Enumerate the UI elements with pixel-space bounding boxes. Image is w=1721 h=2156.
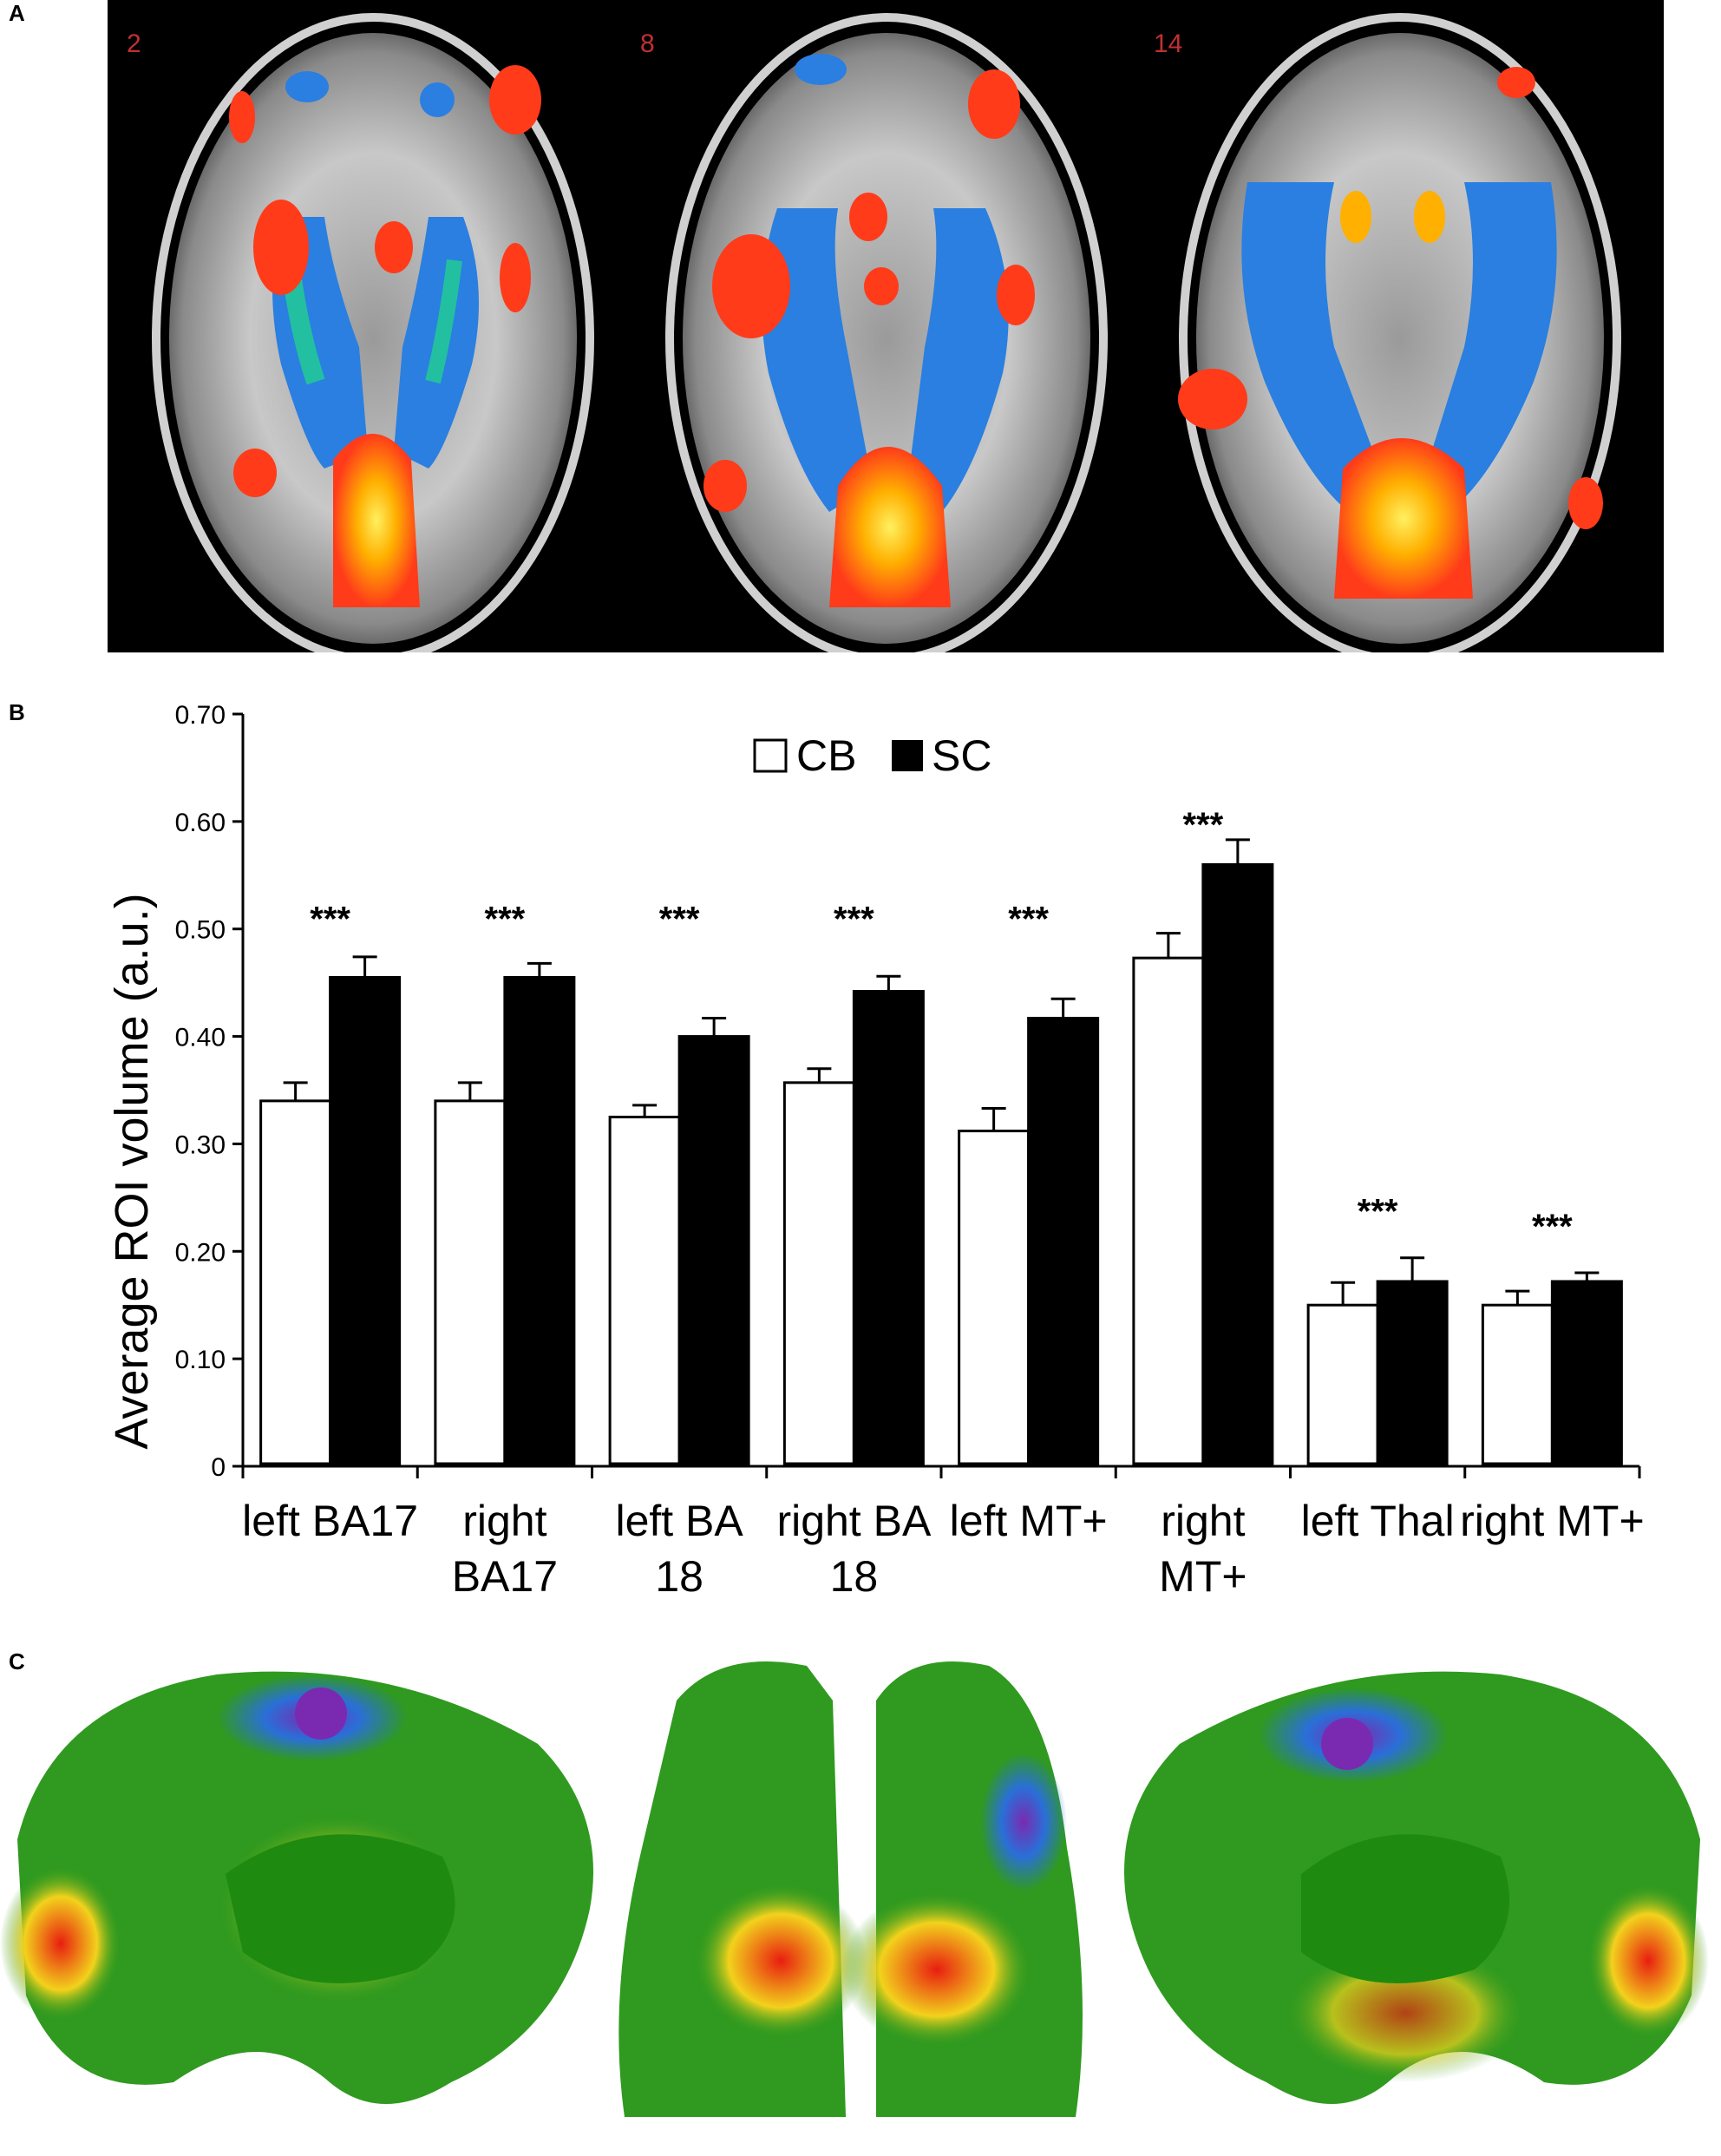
bar-cb: [1481, 1303, 1554, 1465]
x-tick-label: right: [1161, 1497, 1245, 1545]
panel-label-c: C: [9, 1648, 25, 1674]
slice-2-label: 8: [640, 29, 655, 58]
slice-2: 8: [640, 13, 1108, 664]
panel-a-mri-slices: 2 8 14: [108, 0, 1664, 664]
y-tick-label: 0.70: [175, 701, 226, 730]
bar-cb: [608, 1115, 681, 1465]
x-tick-label: left Thal: [1301, 1497, 1455, 1545]
bar-sc: [329, 975, 402, 1465]
significance-marker: ***: [834, 900, 874, 938]
cortical-surfaces-figure: [0, 1661, 1709, 2117]
bar-cb: [782, 1081, 855, 1465]
y-tick-label: 0.30: [175, 1130, 226, 1159]
y-tick-label: 0.40: [175, 1024, 226, 1052]
roi-volume-chart: 0 0.10 0.20 0.30 0.40 0.50 0.60 0.70 left BA17 ri…: [106, 701, 1645, 1601]
panel-c-cortical-surfaces: [0, 1631, 1721, 2152]
bar-sc: [852, 990, 925, 1465]
bar-cb: [259, 1099, 332, 1465]
significance-marker: ***: [310, 900, 350, 938]
posterior-view: [618, 1661, 1083, 2117]
panel-label-b: B: [9, 699, 25, 725]
significance-marker: ***: [485, 900, 526, 938]
significance-marker: ***: [1358, 1193, 1398, 1231]
bar-sc: [1027, 1017, 1100, 1465]
y-tick-label: 0.60: [175, 809, 226, 837]
significance-marker: ***: [1183, 806, 1224, 844]
right-medial-surface: [1124, 1671, 1709, 2104]
significance-marker: ***: [1008, 900, 1049, 938]
x-tick-label: right: [462, 1497, 546, 1545]
chart-axes: 0 0.10 0.20 0.30 0.40 0.50 0.60 0.70 left BA17 ri…: [175, 701, 1645, 1601]
legend-label-sc: SC: [932, 731, 991, 780]
bar-cb: [1132, 956, 1205, 1465]
bar-sc: [503, 975, 576, 1465]
left-medial-surface: [0, 1671, 593, 2104]
significance-marker: ***: [659, 900, 700, 938]
x-tick-label: right MT+: [1460, 1497, 1645, 1545]
y-tick-label: 0.50: [175, 916, 226, 945]
significance-marker: ***: [1532, 1208, 1573, 1246]
panel-b-bar-chart: 0 0.10 0.20 0.30 0.40 0.50 0.60 0.70 left BA17 ri…: [0, 694, 1721, 1614]
chart-legend: CB SC: [753, 731, 991, 780]
mri-slices-figure: 2 8 14: [127, 13, 1621, 664]
slice-1: 2: [127, 13, 594, 664]
x-tick-label: BA17: [452, 1552, 558, 1601]
panel-label-a: A: [9, 0, 25, 26]
legend-label-cb: CB: [796, 731, 856, 780]
slice-1-label: 2: [127, 29, 141, 58]
legend-swatch-cb: [753, 738, 788, 773]
bar-sc: [1376, 1280, 1449, 1465]
bar-sc: [1201, 862, 1274, 1465]
bar-cb: [958, 1130, 1031, 1465]
bar-cb: [434, 1099, 507, 1465]
x-tick-label: right BA: [776, 1497, 932, 1545]
x-tick-label: left BA: [615, 1497, 743, 1545]
bar-cb: [1306, 1303, 1379, 1465]
y-axis-label: Average ROI volume (a.u.): [106, 893, 158, 1449]
bar-sc: [677, 1035, 750, 1465]
chart-bars: *** *** *** *** *** *** *** ***: [259, 806, 1623, 1465]
x-tick-label: left MT+: [950, 1497, 1108, 1545]
y-tick-label: 0.20: [175, 1238, 226, 1267]
slice-3: 14: [1154, 13, 1621, 664]
slice-3-label: 14: [1154, 29, 1182, 58]
y-tick-label: 0.10: [175, 1346, 226, 1374]
y-tick-label: 0: [211, 1453, 226, 1482]
x-tick-label: MT+: [1159, 1552, 1247, 1601]
x-tick-label: 18: [830, 1552, 879, 1601]
legend-swatch-sc: [892, 740, 923, 771]
x-tick-label: left BA17: [242, 1497, 418, 1545]
x-tick-label: 18: [655, 1552, 703, 1601]
bar-sc: [1550, 1280, 1623, 1465]
